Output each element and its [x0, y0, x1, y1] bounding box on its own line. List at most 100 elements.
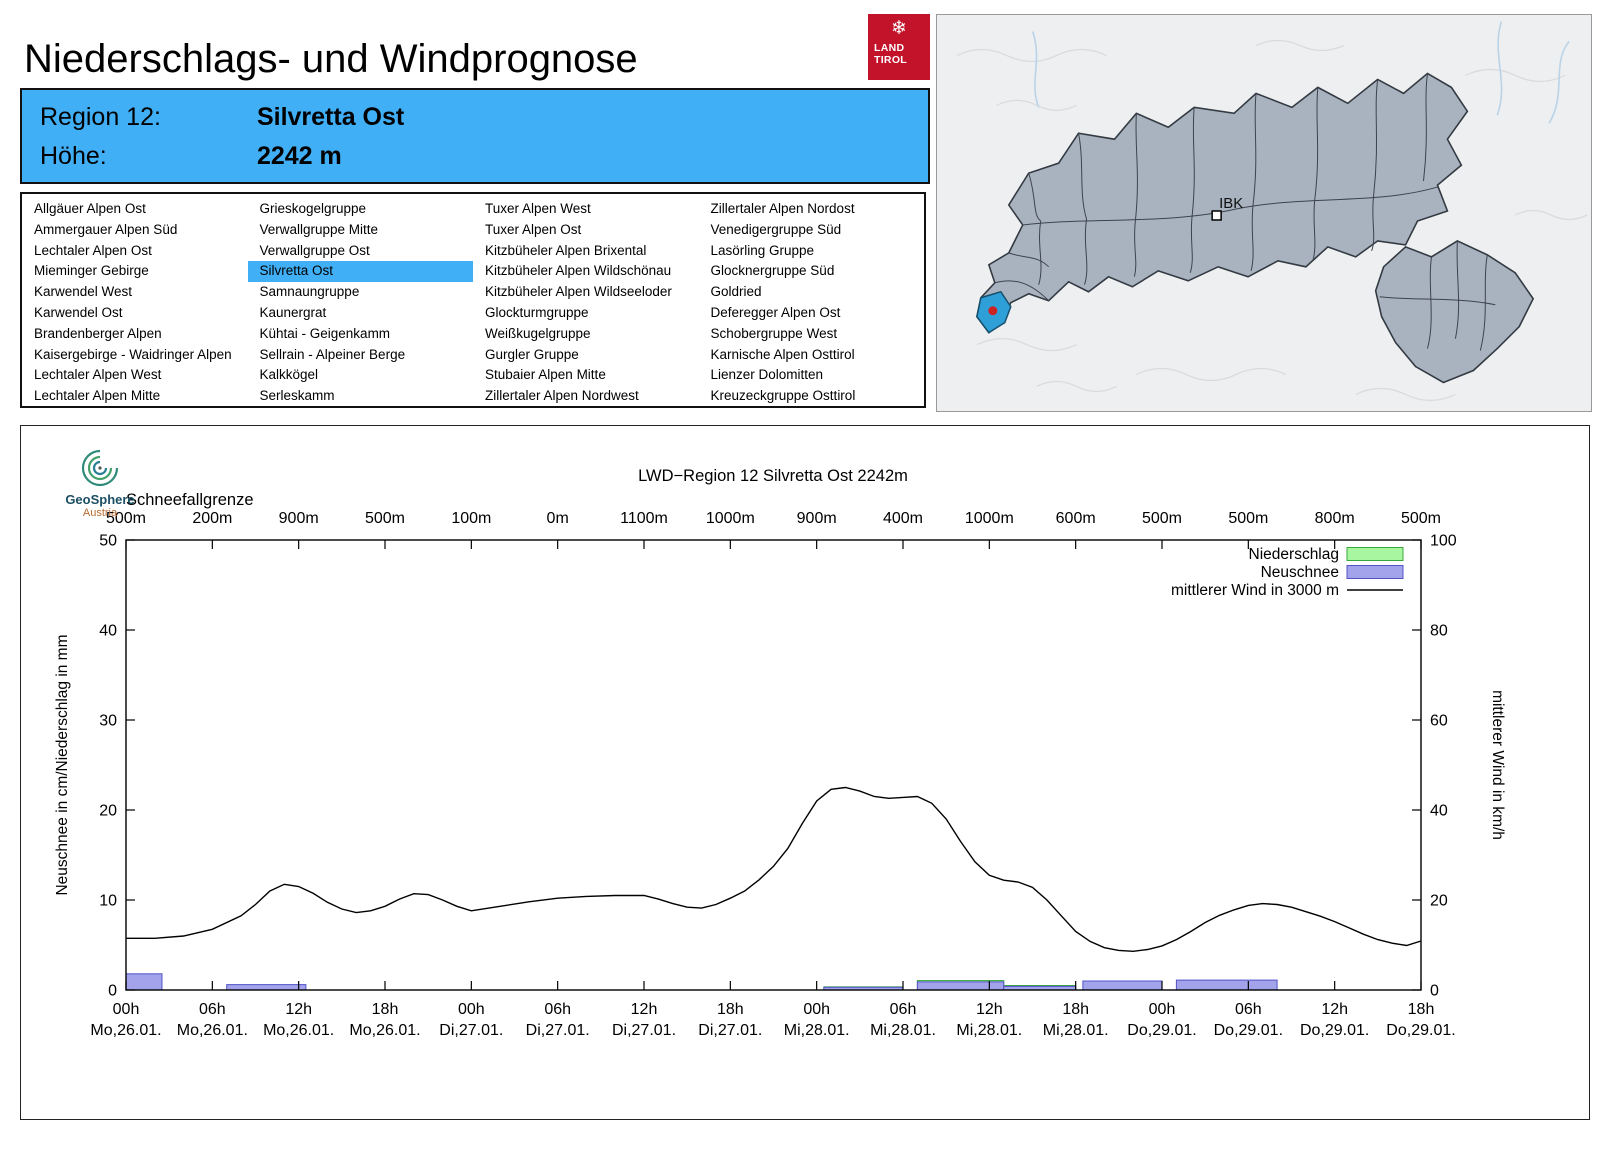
region-list-item[interactable]: Kalkkögel — [259, 367, 319, 383]
map-north-tirol-outline[interactable] — [976, 72, 1469, 334]
y-tick-label-right: 0 — [1430, 983, 1439, 1000]
x-tick-day-label: Di,27.01. — [698, 1022, 762, 1039]
region-list-item[interactable]: Kaisergebirge - Waidringer Alpen — [34, 346, 232, 362]
logo-line-tirol: TIROL — [874, 53, 907, 66]
region-list-item[interactable]: Kühtai - Geigenkamm — [259, 325, 391, 341]
region-list-item[interactable]: Lasörling Gruppe — [710, 242, 815, 258]
snowline-label: Schneefallgrenze — [126, 491, 254, 509]
region-list-item[interactable]: Lechtaler Alpen Mitte — [34, 388, 161, 404]
region-list-item[interactable]: Verwallgruppe Ost — [259, 242, 370, 258]
x-tick-day-label: Mo,26.01. — [90, 1022, 161, 1039]
legend-swatch — [1346, 547, 1404, 561]
snowline-value: 600m — [1056, 510, 1096, 527]
x-tick-day-label: Mo,26.01. — [263, 1022, 334, 1039]
region-list-item[interactable]: Kreuzeckgruppe Osttirol — [710, 388, 856, 404]
region-list-item[interactable]: Stubaier Alpen Mitte — [485, 367, 606, 383]
region-list-item[interactable]: Lienzer Dolomitten — [710, 367, 824, 383]
x-tick-day-label: Do,29.01. — [1386, 1022, 1455, 1039]
y-tick-label-right: 80 — [1430, 623, 1448, 640]
region-list-item[interactable]: Serleskamm — [259, 388, 335, 404]
geosphere-country: Austria — [82, 507, 118, 519]
region-list-item[interactable]: Allgäuer Alpen Ost — [34, 201, 146, 216]
region-list-item[interactable]: Glockturmgruppe — [485, 304, 589, 320]
region-list-item[interactable]: Kitzbüheler Alpen Wildschönau — [485, 263, 672, 279]
x-tick-day-label: Mo,26.01. — [177, 1022, 248, 1039]
geosphere-name: GeoSphere — [65, 492, 135, 507]
region-list-column-3: Tuxer Alpen West Tuxer Alpen Ost Kitzbühel… — [473, 199, 699, 406]
region-list-item[interactable]: Sellrain - Alpeiner Berge — [259, 346, 406, 362]
snowline-value: 1100m — [620, 510, 668, 527]
region-list-item[interactable]: Gurgler Gruppe — [485, 346, 579, 362]
x-tick-day-label: Mi,28.01. — [784, 1022, 850, 1039]
region-list-item[interactable]: Goldried — [710, 284, 762, 300]
region-list-item[interactable]: Kitzbüheler Alpen Brixental — [485, 242, 647, 258]
region-list-item[interactable]: Kitzbüheler Alpen Wildseeloder — [485, 284, 672, 300]
y-tick-label-left: 50 — [99, 533, 117, 550]
altitude-label: Höhe: — [40, 142, 107, 170]
region-list-item[interactable]: Lechtaler Alpen West — [34, 367, 162, 383]
region-list-item-selected[interactable]: Silvretta Ost — [247, 261, 473, 283]
region-number-label: Region 12: — [40, 103, 161, 131]
region-list-item[interactable]: Lechtaler Alpen Ost — [34, 242, 152, 258]
region-list-item[interactable]: Zillertaler Alpen Nordwest — [485, 388, 639, 404]
region-list-item[interactable]: Tuxer Alpen West — [485, 201, 591, 216]
x-tick-day-label: Mo,26.01. — [349, 1022, 420, 1039]
forecast-chart-svg: LWD−Region 12 Silvretta Ost 2242m Schnee… — [54, 467, 1506, 1039]
region-list-item[interactable]: Mieminger Gebirge — [34, 263, 149, 279]
snowflake-icon: ❄ — [891, 18, 907, 39]
x-tick-hour-label: 00h — [1149, 1001, 1176, 1018]
region-list-item[interactable]: Venedigergruppe Süd — [710, 221, 842, 237]
region-list-item[interactable]: Schobergruppe West — [710, 325, 838, 341]
land-tirol-logo-text: LAND TIROL — [874, 42, 907, 66]
region-list-item[interactable]: Tuxer Alpen Ost — [485, 221, 582, 237]
x-tick-hour-label: 00h — [458, 1001, 485, 1018]
logo-line-land: LAND — [874, 42, 905, 54]
region-list-item[interactable]: Karwendel West — [34, 284, 133, 300]
x-tick-hour-label: 18h — [1062, 1001, 1089, 1018]
snowline-value: 400m — [883, 510, 923, 527]
region-list-column-2: Grieskogelgruppe Verwallgruppe Mitte Verwa… — [247, 199, 473, 406]
region-list-item[interactable]: Zillertaler Alpen Nordost — [710, 201, 855, 216]
region-header: Region 12: Silvretta Ost Höhe: 2242 m — [20, 88, 930, 184]
region-list-item[interactable]: Brandenberger Alpen — [34, 325, 162, 341]
x-tick-day-label: Do,29.01. — [1300, 1022, 1369, 1039]
region-list-item[interactable]: Deferegger Alpen Ost — [710, 304, 841, 320]
region-list-item[interactable]: Weißkugelgruppe — [485, 325, 591, 341]
map-ibk-marker — [1211, 210, 1222, 221]
geosphere-swirl-icon — [81, 449, 119, 487]
snowline-value: 500m — [1142, 510, 1182, 527]
map-region-borders — [994, 73, 1438, 302]
y-tick-label-left: 40 — [99, 623, 117, 640]
x-tick-hour-label: 06h — [1235, 1001, 1262, 1018]
x-tick-day-label: Di,27.01. — [612, 1022, 676, 1039]
x-tick-hour-label: 00h — [803, 1001, 830, 1018]
legend-label: Neuschnee — [1261, 564, 1339, 581]
y-tick-label-left: 0 — [108, 983, 117, 1000]
forecast-chart-panel: GeoSphere Austria LWD−Region 12 Silvrett… — [20, 425, 1590, 1120]
map-selected-region-marker — [988, 306, 998, 316]
region-list-item[interactable]: Karwendel Ost — [34, 304, 123, 320]
snowline-value: 800m — [1315, 510, 1355, 527]
region-list-item[interactable]: Samnaungruppe — [259, 284, 360, 300]
region-name-value: Silvretta Ost — [256, 103, 405, 131]
tirol-map-svg: IBK — [937, 15, 1589, 409]
region-list-item[interactable]: Ammergauer Alpen Süd — [34, 221, 178, 237]
neuschnee-bar — [1082, 980, 1163, 991]
tirol-map[interactable]: IBK — [936, 14, 1592, 412]
region-list-item[interactable]: Grieskogelgruppe — [259, 201, 367, 216]
region-list-item[interactable]: Kaunergrat — [259, 304, 327, 320]
map-east-tirol-outline[interactable] — [1374, 240, 1535, 384]
x-tick-hour-label: 18h — [372, 1001, 399, 1018]
x-tick-hour-label: 06h — [890, 1001, 917, 1018]
snowline-value: 500m — [1228, 510, 1268, 527]
map-rivers — [1031, 21, 1570, 124]
x-tick-day-label: Di,27.01. — [439, 1022, 503, 1039]
region-list-item[interactable]: Karnische Alpen Osttirol — [710, 346, 855, 362]
neuschnee-bar — [1175, 979, 1278, 991]
region-list-item[interactable]: Verwallgruppe Mitte — [259, 221, 379, 237]
y-axis-left-label: Neuschnee in cm/Niederschlag in mm — [54, 634, 71, 895]
x-tick-day-label: Do,29.01. — [1214, 1022, 1283, 1039]
snowline-value: 100m — [451, 510, 491, 527]
region-list-item[interactable]: Glocknergruppe Süd — [710, 263, 835, 279]
x-tick-day-label: Do,29.01. — [1127, 1022, 1196, 1039]
